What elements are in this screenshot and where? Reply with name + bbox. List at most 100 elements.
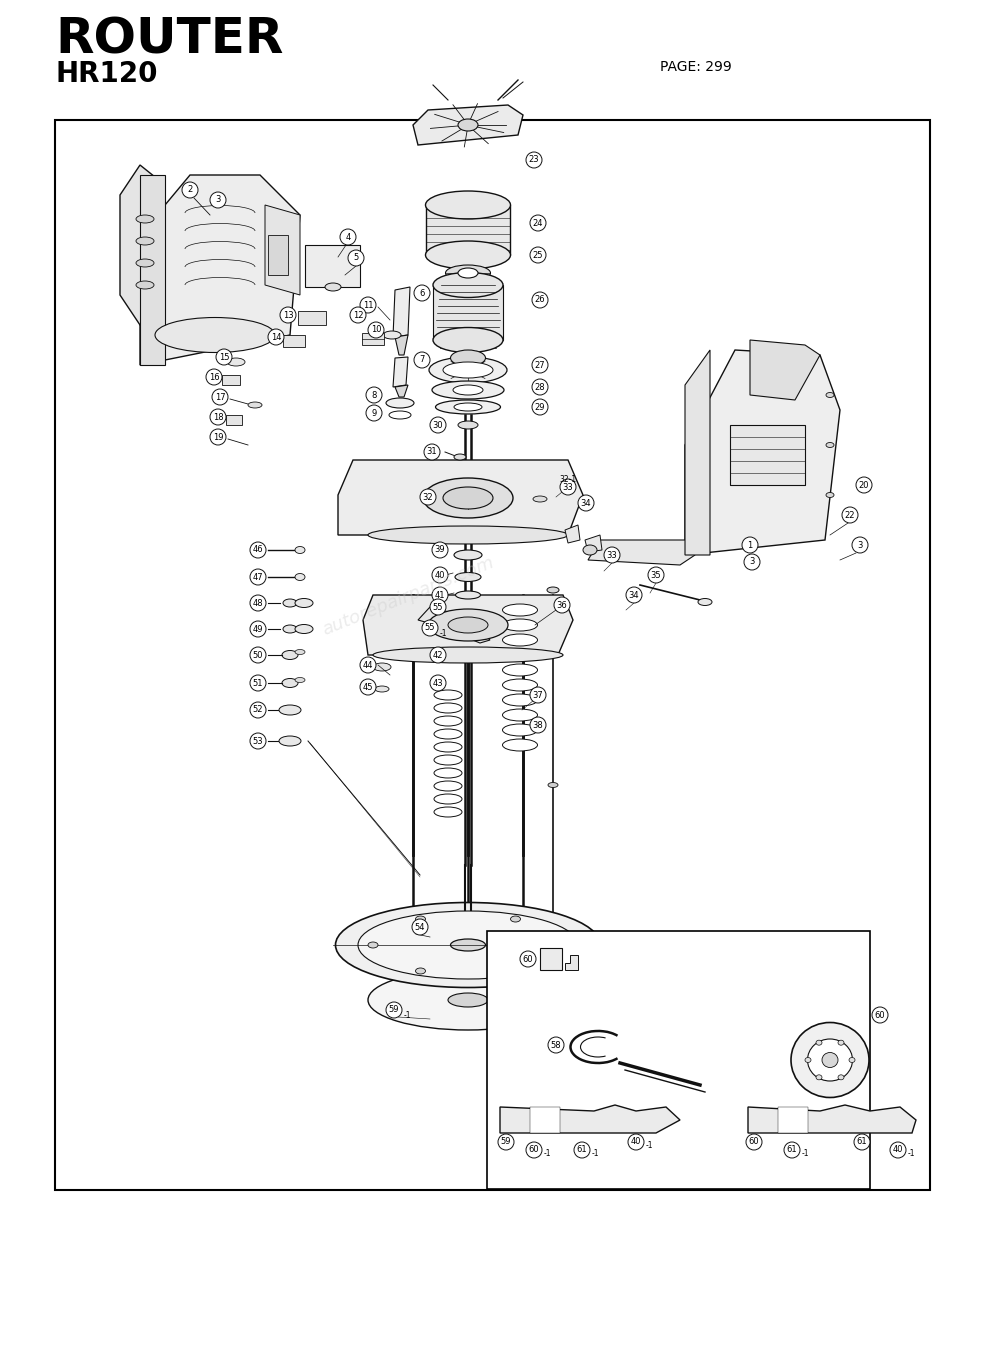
Ellipse shape — [136, 215, 154, 224]
Text: 41: 41 — [435, 591, 445, 599]
Circle shape — [554, 598, 570, 612]
Text: autorepairparts.com: autorepairparts.com — [320, 553, 497, 640]
Circle shape — [526, 152, 542, 168]
Text: 5: 5 — [353, 253, 359, 263]
Circle shape — [854, 1134, 870, 1150]
Text: -1: -1 — [802, 1149, 810, 1159]
Ellipse shape — [136, 237, 154, 245]
Polygon shape — [418, 607, 490, 644]
Circle shape — [268, 329, 284, 346]
Ellipse shape — [368, 526, 568, 543]
Text: 55: 55 — [433, 603, 443, 611]
Circle shape — [742, 537, 758, 553]
Ellipse shape — [502, 604, 537, 617]
Ellipse shape — [375, 686, 389, 692]
Text: 24: 24 — [533, 218, 543, 228]
Polygon shape — [140, 175, 300, 364]
Text: -1: -1 — [440, 629, 447, 637]
Circle shape — [420, 489, 436, 505]
Text: 48: 48 — [252, 599, 263, 607]
Circle shape — [628, 1134, 644, 1150]
Text: 29: 29 — [535, 402, 545, 412]
Ellipse shape — [386, 398, 414, 408]
Ellipse shape — [136, 259, 154, 267]
Polygon shape — [395, 335, 408, 355]
Text: 11: 11 — [363, 301, 373, 309]
Text: 59: 59 — [389, 1005, 400, 1015]
Circle shape — [212, 389, 228, 405]
Text: 13: 13 — [283, 310, 294, 320]
Text: 39: 39 — [435, 546, 445, 554]
Circle shape — [430, 599, 446, 615]
Text: 35: 35 — [651, 570, 662, 580]
Circle shape — [250, 569, 266, 585]
Ellipse shape — [368, 970, 568, 1030]
Text: 26: 26 — [535, 295, 545, 305]
Ellipse shape — [433, 272, 503, 298]
Polygon shape — [363, 595, 573, 654]
Text: 40: 40 — [435, 570, 445, 580]
Polygon shape — [433, 285, 503, 340]
Ellipse shape — [279, 705, 301, 715]
Polygon shape — [393, 356, 408, 388]
Text: 4: 4 — [345, 233, 351, 241]
Text: 10: 10 — [371, 325, 381, 335]
Ellipse shape — [502, 709, 537, 721]
Text: 22: 22 — [845, 511, 855, 519]
Circle shape — [604, 547, 620, 562]
Circle shape — [648, 566, 664, 583]
Ellipse shape — [434, 703, 462, 713]
Circle shape — [560, 480, 576, 495]
Text: 19: 19 — [213, 432, 224, 442]
Text: 61: 61 — [786, 1145, 797, 1154]
Polygon shape — [565, 524, 580, 543]
Text: 32-1: 32-1 — [560, 476, 577, 485]
Ellipse shape — [451, 350, 486, 366]
Text: 60: 60 — [523, 954, 533, 963]
Text: HR120: HR120 — [55, 60, 157, 88]
Ellipse shape — [368, 942, 378, 948]
Text: -1: -1 — [908, 1149, 916, 1159]
Text: 3: 3 — [857, 541, 862, 550]
Text: 31: 31 — [426, 447, 437, 457]
Circle shape — [530, 215, 546, 230]
Ellipse shape — [510, 967, 520, 974]
Text: -1: -1 — [592, 1149, 599, 1159]
Circle shape — [280, 308, 296, 322]
Text: 3: 3 — [216, 195, 221, 205]
Circle shape — [210, 409, 226, 425]
Polygon shape — [265, 205, 300, 295]
Ellipse shape — [826, 443, 834, 447]
Polygon shape — [585, 535, 602, 551]
Text: 30: 30 — [433, 420, 443, 430]
Circle shape — [424, 444, 440, 459]
Ellipse shape — [822, 1053, 838, 1068]
Circle shape — [206, 369, 222, 385]
Text: 53: 53 — [252, 737, 263, 745]
Circle shape — [250, 702, 266, 718]
Text: 16: 16 — [209, 373, 220, 382]
Ellipse shape — [458, 421, 478, 430]
Ellipse shape — [502, 694, 537, 706]
Text: 8: 8 — [371, 390, 377, 400]
Text: 40: 40 — [893, 1145, 903, 1154]
Text: 3: 3 — [750, 557, 755, 566]
Ellipse shape — [432, 381, 504, 398]
Text: 17: 17 — [215, 393, 225, 401]
Ellipse shape — [548, 782, 558, 787]
Ellipse shape — [826, 393, 834, 397]
Bar — [540, 948, 562, 970]
Ellipse shape — [155, 317, 275, 352]
Circle shape — [182, 182, 198, 198]
Ellipse shape — [335, 902, 600, 988]
Text: 2: 2 — [187, 186, 193, 195]
Ellipse shape — [448, 617, 488, 633]
Text: 12: 12 — [353, 310, 363, 320]
Ellipse shape — [455, 573, 481, 581]
Text: ROUTER: ROUTER — [55, 15, 284, 62]
Text: 61: 61 — [577, 1145, 587, 1154]
Circle shape — [386, 1001, 402, 1018]
Bar — [730, 425, 805, 485]
Ellipse shape — [502, 724, 537, 736]
Circle shape — [852, 537, 868, 553]
